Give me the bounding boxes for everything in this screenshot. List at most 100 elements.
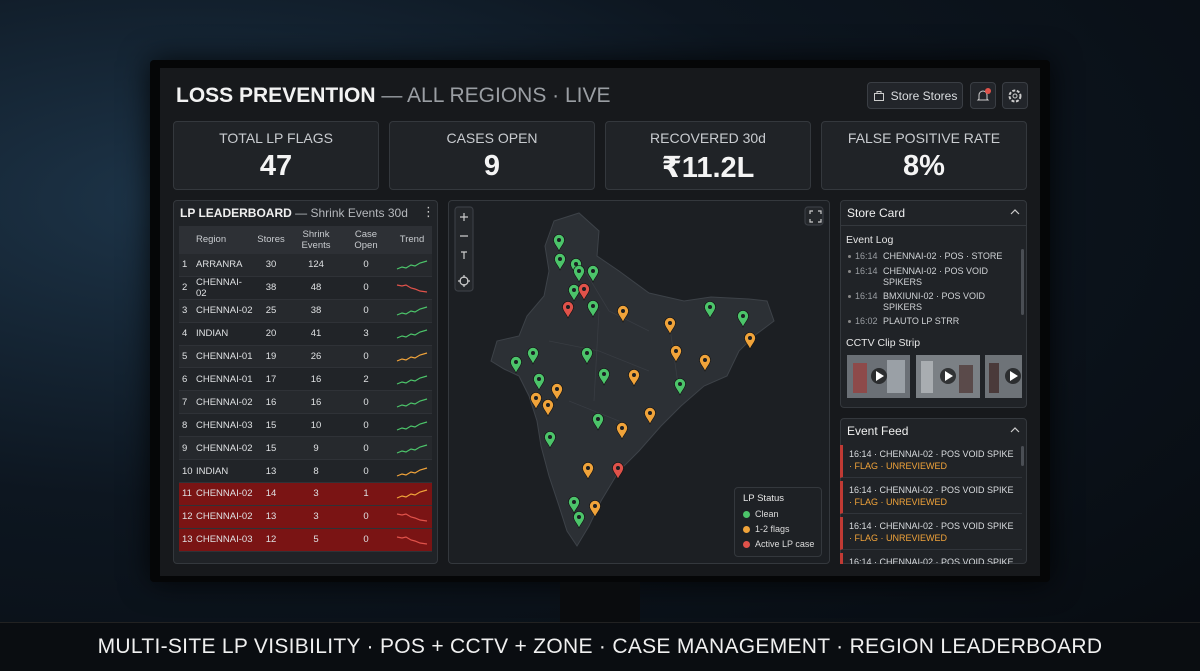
rank: 1 [182, 259, 188, 271]
pin-dot [548, 435, 552, 439]
pin-dot [593, 504, 597, 508]
stores: 30 [265, 259, 277, 271]
title: LOSS PREVENTION [176, 84, 376, 107]
map-pin [542, 399, 554, 417]
pin-dot [531, 351, 535, 355]
pin-dot [678, 382, 682, 386]
region: CHENNAI-02 [196, 396, 253, 408]
kpi-value: 47 [259, 150, 293, 182]
zoom-controls[interactable] [454, 206, 474, 292]
case-open: 0 [363, 442, 369, 454]
feed-flag: · FLAG · UNREVIEWED [849, 533, 948, 543]
region: CHENNAI-03 [196, 419, 253, 431]
settings-button[interactable] [1002, 82, 1028, 109]
stores: 12 [265, 534, 277, 546]
sparkline [396, 306, 428, 316]
map-pin [664, 317, 676, 335]
map-pin [581, 347, 593, 365]
rank: 6 [182, 373, 188, 385]
pin-dot [616, 466, 620, 470]
legend-label: 1-2 flags [755, 524, 790, 534]
region: CHENNAI-02 [196, 277, 242, 300]
case-open: 2 [363, 373, 369, 385]
stores: 15 [265, 442, 277, 454]
feed-text: 16:14 · CHENNAI-02 · POS VOID SPIKE [849, 449, 1014, 459]
map-pin [589, 500, 601, 518]
shrink-events: 5 [313, 534, 319, 546]
kpi-label: FALSE POSITIVE RATE [847, 130, 1001, 146]
shrink-events: 38 [310, 305, 322, 317]
stores: 15 [265, 419, 277, 431]
scrollbar [1021, 249, 1024, 315]
rank: 8 [182, 419, 188, 431]
cctv-thumbnails[interactable] [847, 355, 1022, 398]
pin-dot [620, 426, 624, 430]
map-pin [587, 265, 599, 283]
rank: 5 [182, 351, 188, 363]
feed-item[interactable]: 16:14 · CHENNAI-02 · POS VOID SPIKE· FLA… [840, 481, 1022, 514]
shrink-events: 26 [310, 351, 322, 363]
trend-sparkline [396, 466, 428, 477]
region: ARRANRA [196, 259, 243, 271]
state-borders [548, 260, 680, 422]
pin-dot [514, 360, 518, 364]
notifications-button[interactable] [970, 82, 996, 109]
case-open: 0 [363, 534, 369, 546]
pin-dot [632, 373, 636, 377]
thumbnail[interactable] [847, 355, 910, 398]
pins [510, 234, 756, 529]
pin-dot [574, 262, 578, 266]
feed-item[interactable]: 16:14 · CHENNAI-02 · POS VOID SPIKE· FLA… [840, 553, 1022, 564]
sparkline [396, 421, 428, 431]
thumbnail[interactable] [916, 355, 980, 398]
region: CHENNAI-02 [196, 442, 253, 454]
trend-sparkline [396, 398, 428, 408]
collapse-icon[interactable] [1010, 208, 1020, 216]
sparkline [396, 284, 428, 293]
trend-sparkline [396, 375, 428, 385]
pin-dot [582, 287, 586, 291]
map-pin [592, 413, 604, 431]
map [454, 206, 824, 547]
pin-dot [558, 257, 562, 261]
pin-dot [668, 321, 672, 325]
region: CHENNAI-02 [196, 488, 253, 500]
map-pin [737, 310, 749, 328]
thumbnail[interactable] [985, 355, 1022, 398]
sparkline [396, 444, 428, 454]
case-open: 0 [363, 259, 369, 271]
feed-item[interactable]: 16:14 · CHENNAI-02 · POS VOID SPIKE· FLA… [840, 445, 1022, 478]
case-open: 0 [363, 305, 369, 317]
feed-item[interactable]: 16:14 · CHENNAI-02 · POS VOID SPIKE· FLA… [840, 517, 1022, 550]
bell-icon [976, 87, 991, 100]
map-pin [612, 462, 624, 480]
map-pin [568, 284, 580, 302]
shrink-events: 9 [313, 442, 319, 454]
event-feed-panel [840, 418, 1027, 564]
case-open: 0 [363, 465, 369, 477]
map-pin [628, 369, 640, 387]
region: CHENNAI-01 [196, 373, 253, 385]
stores: 19 [265, 351, 277, 363]
pin-dot [546, 403, 550, 407]
legend-swatch [743, 511, 750, 518]
pin-dot [602, 372, 606, 376]
table-row [179, 368, 432, 392]
button-label: Store Stores [890, 88, 958, 103]
trend-sparkline [396, 306, 428, 316]
case-open: 0 [363, 511, 369, 523]
menu-icon[interactable]: ⋮ [422, 204, 435, 219]
store-button[interactable]: Store Stores [867, 82, 963, 109]
case-open: 0 [363, 396, 369, 408]
kpi-value: ₹11.2L [661, 152, 755, 184]
collapse-icon[interactable] [1010, 426, 1020, 434]
fullscreen-button[interactable] [804, 206, 824, 226]
store-icon [873, 90, 884, 101]
pin-dot [585, 351, 589, 355]
caption: MULTI-SITE LP VISIBILITY · POS + CCTV + … [0, 622, 1200, 671]
column-header: Stores [257, 234, 285, 245]
kpi-card: CASES OPEN 9 [389, 121, 595, 190]
region: INDIAN [196, 328, 229, 340]
map-pin [553, 234, 565, 252]
subtitle: — ALL REGIONS · LIVE [381, 84, 611, 107]
